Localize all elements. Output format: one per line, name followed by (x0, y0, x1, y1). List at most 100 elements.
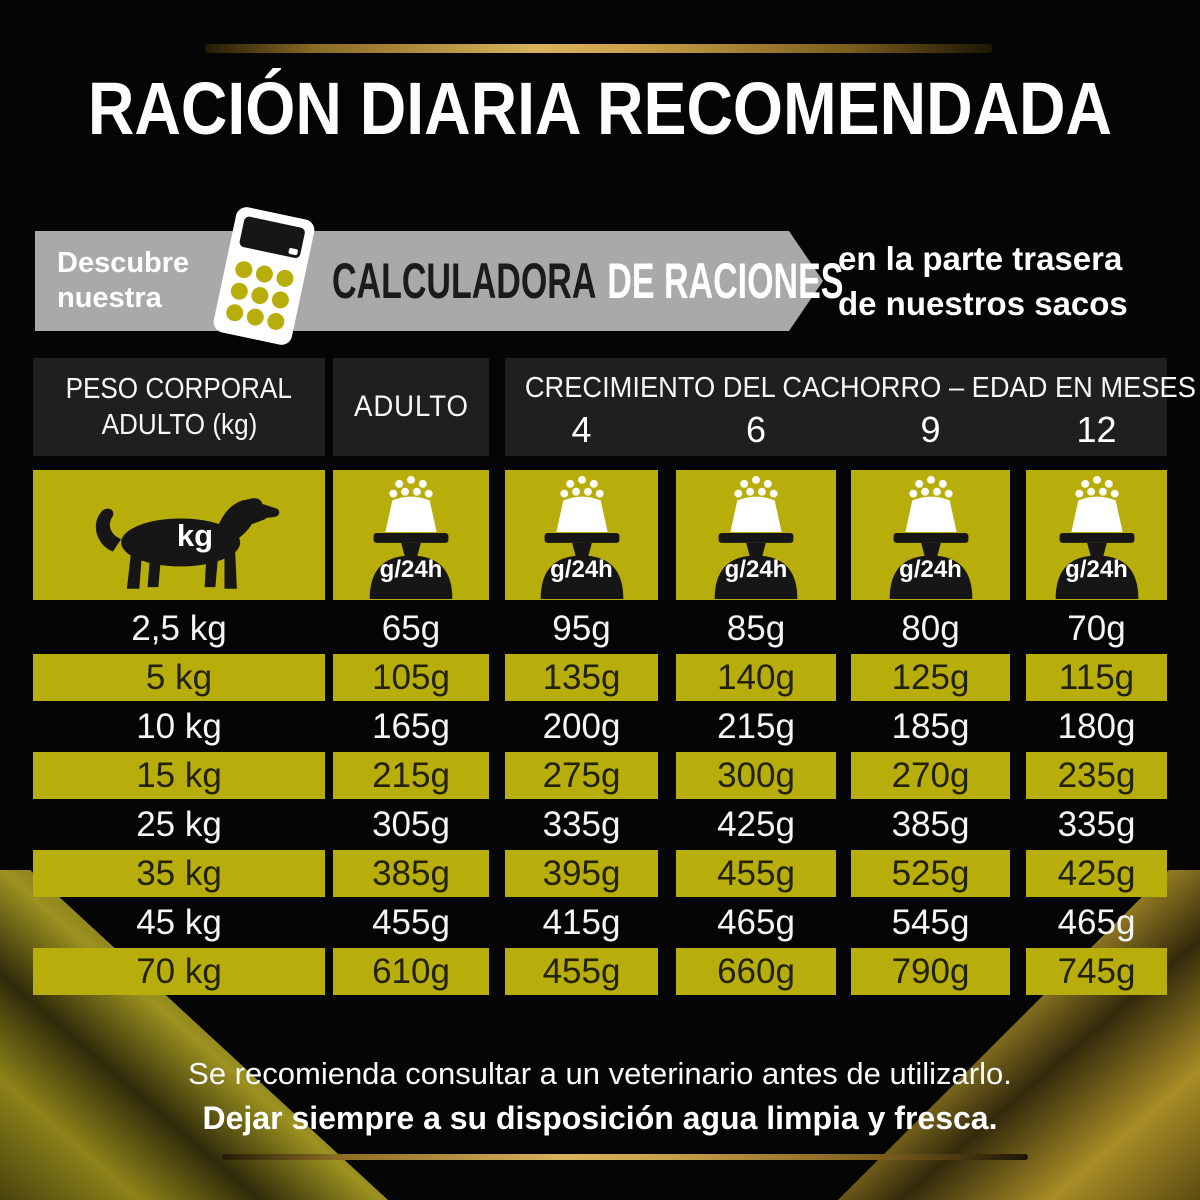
header-adult-column: ADULTO (333, 358, 489, 456)
portion-scale-cell-4m: g/24h (505, 470, 658, 600)
value-cell: 95g (552, 608, 611, 648)
value-cell: 275g (505, 752, 658, 799)
value-cell: 385g (891, 804, 970, 844)
weight-cell: 45 kg (136, 902, 222, 942)
table-header-row: PESO CORPORAL ADULTO (kg) ADULTO CRECIMI… (33, 358, 1196, 456)
weight-cell: 2,5 kg (131, 608, 227, 648)
value-cell: 185g (891, 706, 970, 746)
value-cell: 200g (542, 706, 621, 746)
calculator-word-light: DE RACIONES (607, 253, 844, 309)
portion-scale-cell-9m: g/24h (851, 470, 1010, 600)
month-label-12: 12 (1076, 409, 1117, 450)
value-cell: 610g (333, 948, 489, 995)
month-label-9: 9 (920, 409, 941, 450)
g24h-unit-label: g/24h (899, 556, 962, 583)
value-cell: 65g (381, 608, 441, 648)
table-row: 70 kg 610g 455g 660g 790g 745g (33, 948, 1167, 995)
banner-intro-line2: nuestra (57, 282, 162, 314)
value-cell: 425g (717, 804, 795, 844)
portion-scale-icon (1055, 475, 1138, 599)
value-cell: 125g (851, 654, 1010, 701)
g24h-unit-label: g/24h (1065, 556, 1128, 583)
value-cell: 465g (1057, 902, 1136, 942)
value-cell: 660g (676, 948, 836, 995)
value-cell: 335g (542, 804, 621, 844)
bottom-gold-divider (222, 1154, 1028, 1160)
value-cell: 215g (717, 706, 795, 746)
value-cell: 80g (901, 608, 960, 648)
g24h-unit-label: g/24h (550, 556, 613, 583)
top-gold-divider (205, 44, 992, 53)
value-cell: 135g (505, 654, 658, 701)
table-row: 15 kg 215g 275g 300g 270g 235g (33, 752, 1167, 799)
banner-intro-line1: Descubre (57, 247, 190, 279)
table-icon-row: kg g/24h (33, 470, 1167, 600)
value-cell: 745g (1026, 948, 1167, 995)
g24h-unit-label: g/24h (724, 556, 788, 583)
value-cell: 385g (333, 850, 489, 897)
weight-cell: 15 kg (33, 752, 325, 799)
banner-right-line2: de nuestros sacos (838, 285, 1128, 322)
value-cell: 790g (851, 948, 1010, 995)
value-cell: 270g (851, 752, 1010, 799)
value-cell: 455g (505, 948, 658, 995)
portion-scale-icon (714, 475, 798, 599)
dog-weight-icon-cell: kg (33, 470, 325, 600)
value-cell: 105g (333, 654, 489, 701)
banner-right-text: en la parte trasera de nuestros sacos (838, 228, 1128, 334)
portion-scale-icon (369, 475, 453, 599)
calculator-banner-title: CALCULADORA DE RACIONES (332, 231, 843, 331)
header-weight-column: PESO CORPORAL ADULTO (kg) (33, 358, 325, 456)
table-row: 2,5 kg 65g 95g 85g 80g 70g (33, 605, 1167, 652)
value-cell: 180g (1057, 706, 1136, 746)
footer-advisory-line1: Se recomienda consultar a un veterinario… (188, 1056, 1012, 1091)
value-cell: 395g (505, 850, 658, 897)
table-row: 25 kg 305g 335g 425g 385g 335g (33, 801, 1167, 848)
header-growth-title: CRECIMIENTO DEL CACHORRO – EDAD EN MESES (524, 372, 1196, 404)
value-cell: 165g (372, 706, 450, 746)
value-cell: 70g (1067, 608, 1126, 648)
value-cell: 300g (676, 752, 836, 799)
header-growth-column: CRECIMIENTO DEL CACHORRO – EDAD EN MESES… (505, 358, 1196, 456)
value-cell: 525g (851, 850, 1010, 897)
weight-cell: 70 kg (33, 948, 325, 995)
portion-scale-icon (889, 475, 972, 599)
value-cell: 335g (1057, 804, 1136, 844)
weight-cell: 10 kg (136, 706, 222, 746)
header-weight-line2: ADULTO (kg) (101, 409, 257, 441)
weight-cell: 5 kg (33, 654, 325, 701)
weight-cell: 35 kg (33, 850, 325, 897)
portion-scale-cell-adult: g/24h (333, 470, 489, 600)
g24h-unit-label: g/24h (379, 556, 443, 583)
value-cell: 140g (676, 654, 836, 701)
value-cell: 465g (717, 902, 795, 942)
calculator-icon (212, 205, 317, 347)
table-row: 5 kg 105g 135g 140g 125g 115g (33, 654, 1167, 701)
value-cell: 415g (542, 902, 621, 942)
value-cell: 215g (333, 752, 489, 799)
banner-intro-text: Descubre nuestra (57, 231, 189, 331)
value-cell: 425g (1026, 850, 1167, 897)
footer-advisory-line2: Dejar siempre a su disposición agua limp… (202, 1100, 998, 1136)
portion-scale-icon (540, 475, 623, 599)
calculator-banner-arrow (35, 231, 823, 331)
portion-scale-cell-6m: g/24h (676, 470, 836, 600)
value-cell: 545g (891, 902, 970, 942)
banner-right-line1: en la parte trasera (838, 240, 1123, 277)
value-cell: 455g (372, 902, 450, 942)
month-label-6: 6 (745, 409, 767, 450)
table-row: 35 kg 385g 395g 455g 525g 425g (33, 850, 1167, 897)
weight-cell: 25 kg (136, 804, 222, 844)
portion-scale-cell-12m: g/24h (1026, 470, 1167, 600)
value-cell: 455g (676, 850, 836, 897)
month-label-4: 4 (571, 409, 592, 450)
page-title: RACIÓN DIARIA RECOMENDADA (87, 67, 1113, 150)
calculator-word-dark: CALCULADORA (332, 253, 597, 309)
value-cell: 85g (726, 608, 786, 648)
value-cell: 305g (372, 804, 450, 844)
table-row: 10 kg 165g 200g 215g 185g 180g (33, 703, 1167, 750)
value-cell: 115g (1026, 654, 1167, 701)
kg-unit-label: kg (176, 518, 214, 553)
header-weight-line1: PESO CORPORAL (65, 373, 293, 405)
